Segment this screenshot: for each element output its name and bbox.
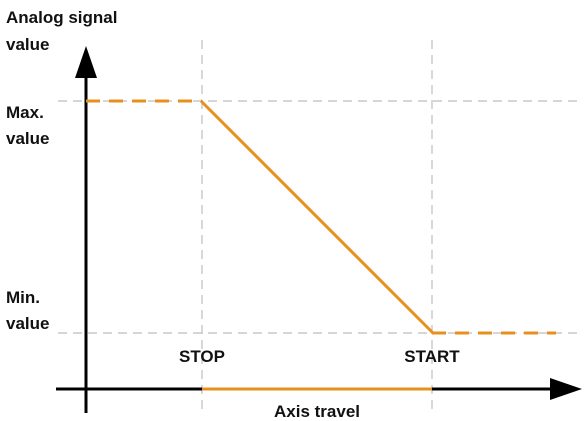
y-axis-arrowhead [75,46,97,78]
y-axis-title-line2: value [6,35,49,54]
x-axis-arrowhead [550,378,582,400]
start-label: START [404,347,460,366]
stop-label: STOP [179,347,225,366]
max-value-label-line2: value [6,129,49,148]
max-value-label-line1: Max. [6,103,44,122]
signal-ramp [199,99,435,335]
min-value-label-line1: Min. [6,288,40,307]
min-value-label-line2: value [6,314,49,333]
x-axis-title: Axis travel [274,402,360,421]
y-axis-title-line1: Analog signal [6,8,117,27]
